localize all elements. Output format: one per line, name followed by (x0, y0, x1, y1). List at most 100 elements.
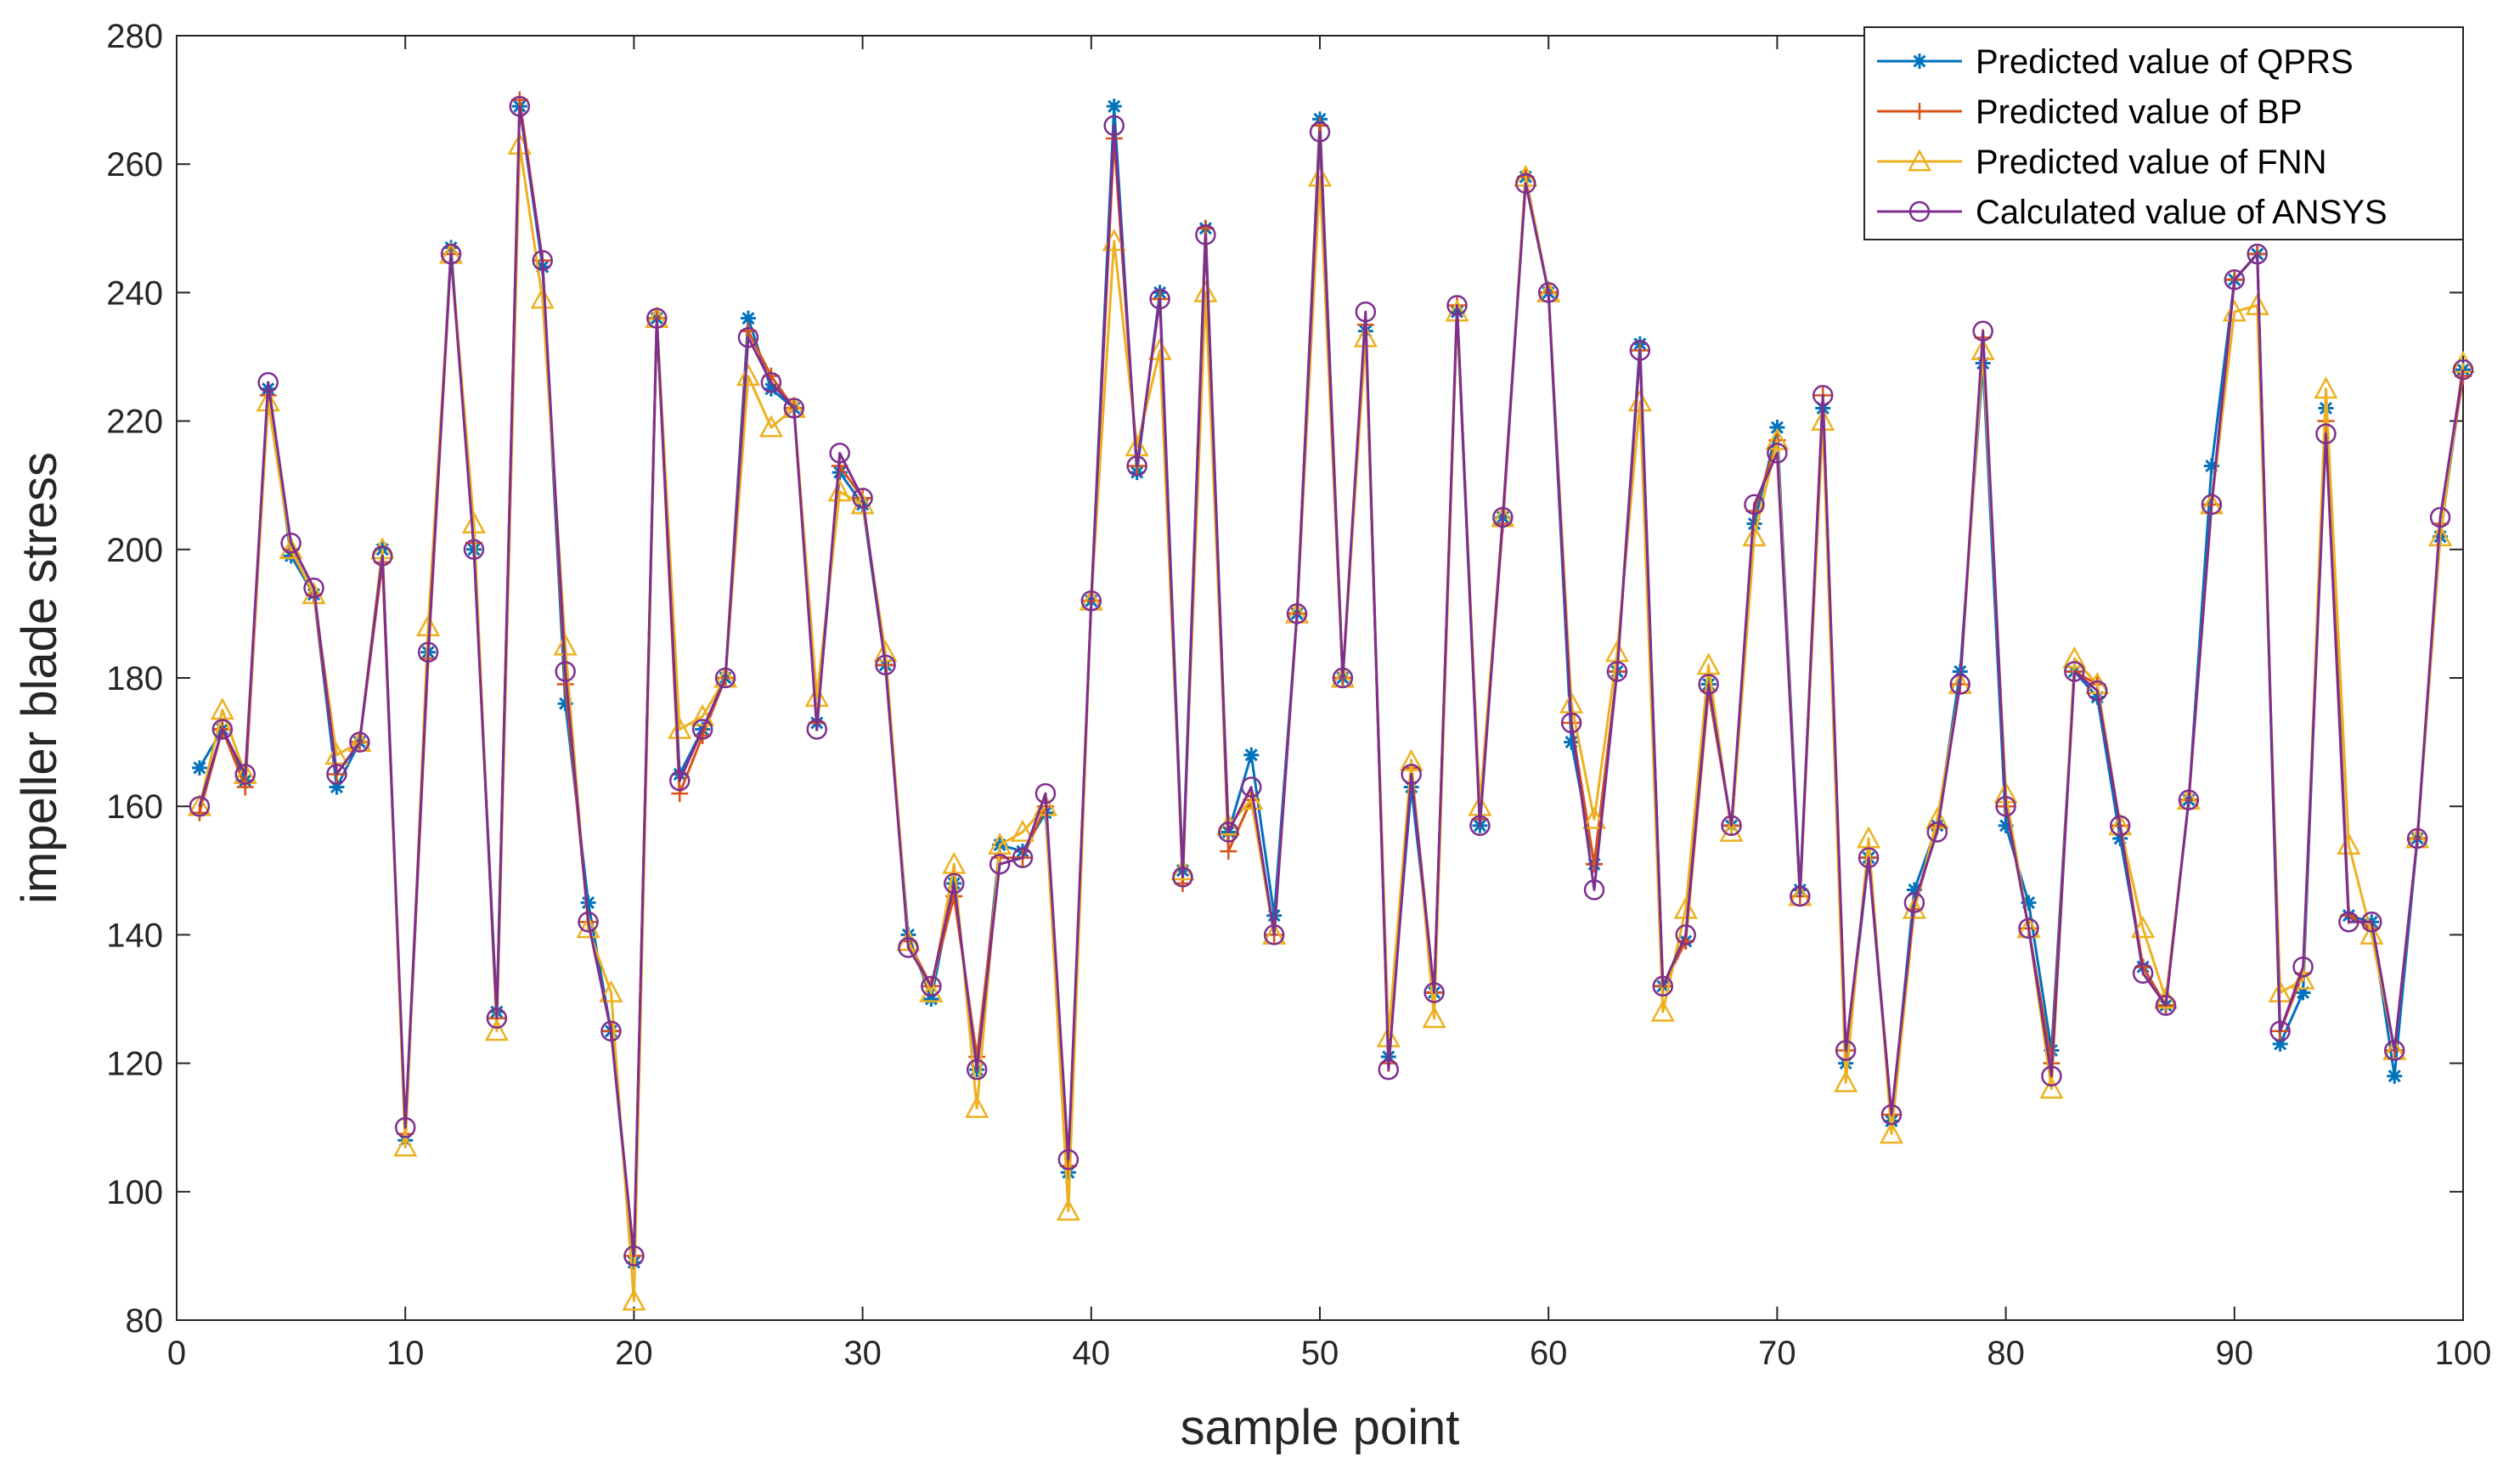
data-point (2359, 922, 2384, 945)
data-point (1998, 817, 2014, 833)
data-point (2203, 458, 2219, 474)
data-point (1537, 282, 1559, 303)
data-point (923, 991, 939, 1007)
data-point (372, 545, 393, 567)
data-point (1902, 896, 1927, 919)
data-point (1332, 667, 1354, 689)
data-point (966, 1058, 988, 1081)
data-point (1744, 494, 1765, 516)
data-point (1560, 712, 1582, 734)
legend-box (1863, 26, 2464, 240)
y-tick-label: 260 (106, 146, 163, 183)
data-point (965, 1095, 989, 1118)
data-point (1309, 121, 1331, 143)
y-tick-label: 280 (106, 18, 163, 55)
data-point (234, 764, 257, 785)
x-tick-label: 50 (1301, 1335, 1339, 1372)
data-point (2387, 1068, 2403, 1084)
data-point (461, 511, 487, 534)
data-point (2383, 1040, 2405, 1061)
data-point (2021, 895, 2037, 911)
data-point (2178, 789, 2200, 810)
data-point (2295, 985, 2311, 1001)
y-tick-label: 160 (106, 788, 163, 826)
data-point (714, 667, 736, 689)
data-point (1834, 1070, 1858, 1092)
data-point (302, 582, 326, 605)
data-point (326, 764, 347, 785)
data-point (2406, 827, 2428, 850)
x-tick-label: 90 (2216, 1335, 2254, 1372)
data-point (671, 785, 689, 803)
data-point (942, 851, 967, 874)
data-point (2452, 358, 2474, 381)
data-point (1696, 652, 1721, 675)
data-point (2314, 376, 2338, 399)
data-point (737, 327, 759, 348)
data-point (257, 371, 279, 393)
data-point (1106, 99, 1122, 115)
data-point (2315, 423, 2337, 444)
data-point (1835, 1040, 1857, 1061)
x-tick-label: 40 (1073, 1335, 1111, 1372)
data-point (2247, 243, 2268, 265)
data-point (989, 853, 1011, 875)
data-point (1698, 674, 1719, 695)
y-tick-label: 80 (126, 1302, 164, 1340)
data-point (898, 937, 919, 958)
data-point (1769, 420, 1785, 436)
data-point (1583, 879, 1605, 900)
data-point (1149, 288, 1170, 310)
data-point (1719, 819, 1744, 842)
data-point (741, 310, 756, 326)
data-point (2039, 1076, 2064, 1099)
data-point (646, 308, 668, 329)
data-point (1378, 1058, 1400, 1081)
legend-label: Predicted value of BP (1976, 93, 2303, 131)
data-point (1263, 924, 1285, 946)
data-point (280, 532, 302, 554)
y-tick-label: 140 (106, 917, 163, 954)
legend-entry: Calculated value of ANSYS (1877, 194, 2388, 231)
data-point (1650, 999, 1675, 1022)
data-point (484, 1019, 509, 1042)
data-point (393, 1134, 418, 1157)
data-point (1856, 826, 1881, 849)
data-point (1010, 819, 1035, 842)
data-point (600, 1020, 622, 1042)
data-point (850, 492, 875, 515)
data-point (691, 719, 713, 740)
data-point (1220, 843, 1237, 861)
data-point (2131, 916, 2156, 939)
data-point (303, 577, 324, 599)
data-point (804, 685, 829, 708)
data-point (324, 742, 349, 765)
data-point (2272, 1036, 2288, 1052)
y-tick-label: 120 (106, 1046, 163, 1083)
data-point (1906, 882, 1922, 898)
data-point (1172, 867, 1193, 888)
data-point (622, 1288, 646, 1311)
data-point (1515, 172, 1536, 195)
data-point (988, 832, 1012, 855)
data-point (1790, 885, 1811, 907)
data-point (1401, 764, 1422, 785)
data-point (1995, 795, 2016, 817)
data-point (486, 1008, 508, 1029)
data-point (1307, 164, 1333, 187)
x-tick-label: 70 (1758, 1335, 1796, 1372)
x-tick-label: 10 (386, 1335, 425, 1372)
data-point (1218, 821, 1239, 843)
legend-label: Predicted value of FNN (1976, 144, 2327, 181)
legend-entry: Predicted value of BP (1877, 93, 2303, 131)
data-point (1767, 443, 1788, 464)
data-point (580, 895, 596, 911)
data-point (1399, 748, 1423, 771)
legend: Predicted value of QPRS Predicted value o… (1863, 26, 2464, 240)
legend-swatch-marker (1912, 54, 1927, 69)
data-point (1880, 1104, 1903, 1126)
data-point (210, 697, 234, 720)
y-tick-label: 220 (106, 404, 163, 441)
data-point (1056, 1198, 1080, 1221)
data-point (279, 537, 303, 560)
